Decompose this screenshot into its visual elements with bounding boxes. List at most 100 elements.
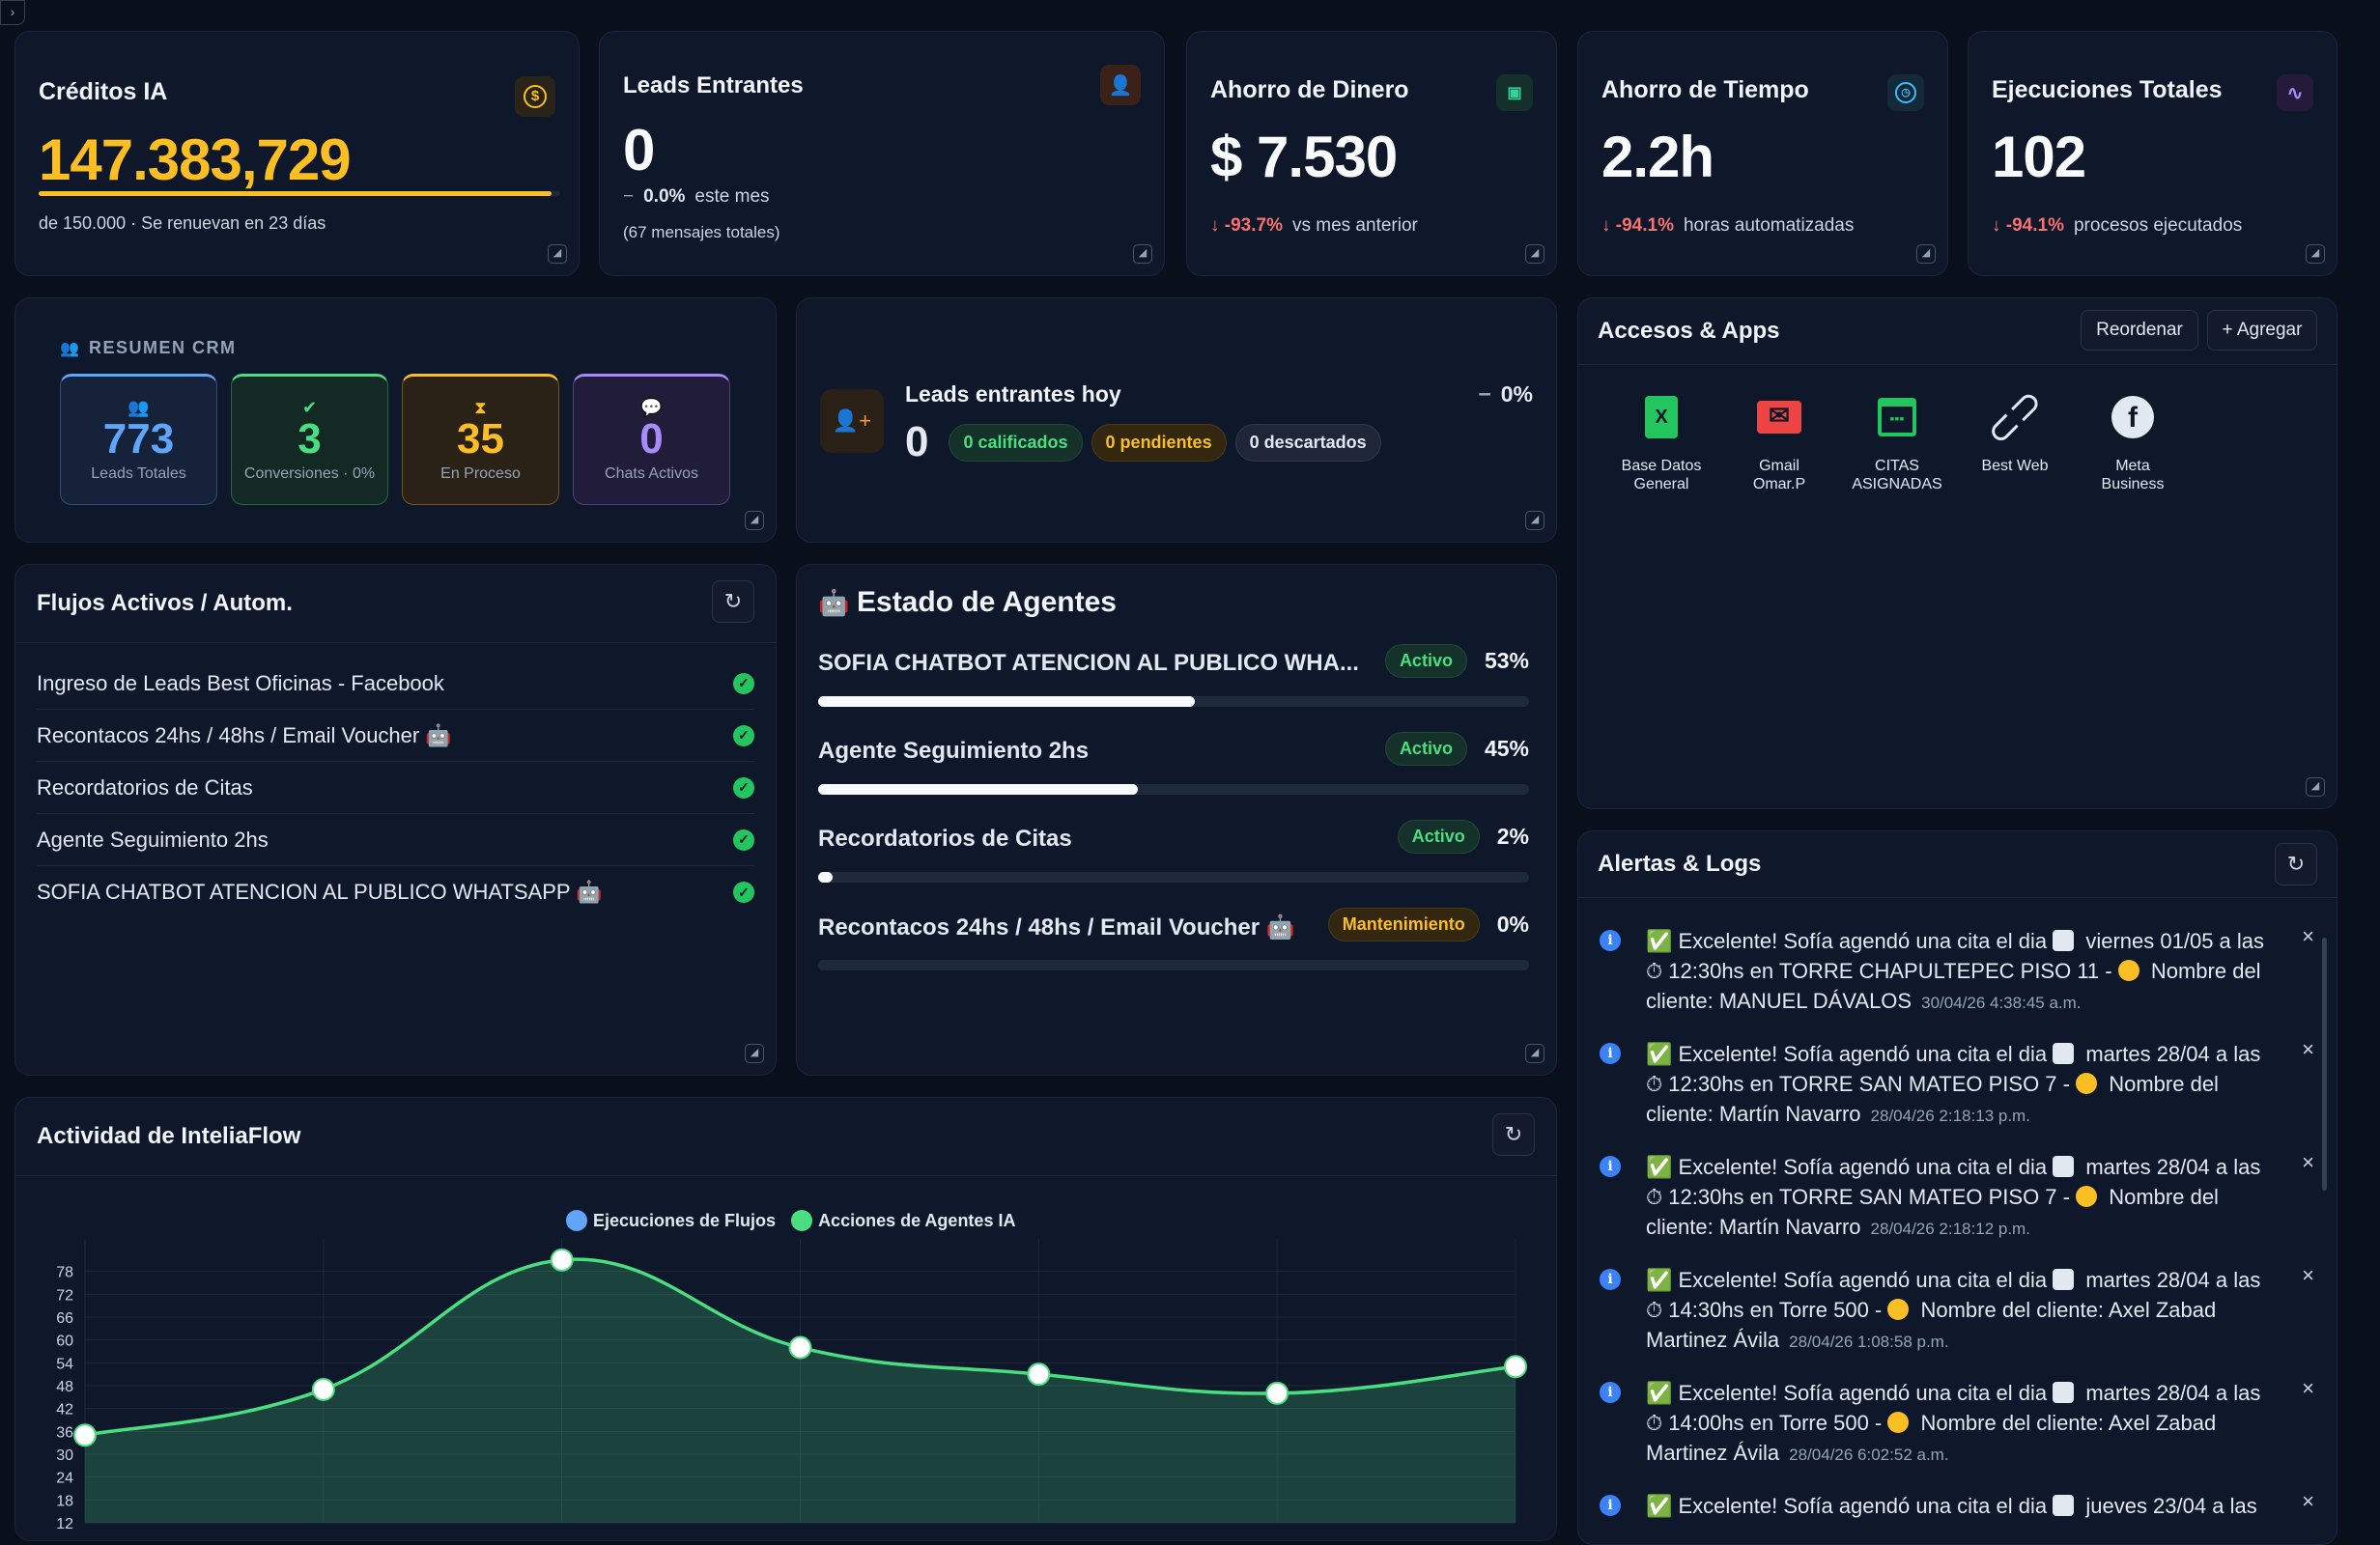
flow-item[interactable]: Ingreso de Leads Best Oficinas - Faceboo… xyxy=(37,658,754,710)
crm-value: 0 xyxy=(639,415,664,463)
activity-card: Actividad de InteliaFlow ↻ Ejecuciones d… xyxy=(14,1097,1557,1541)
clock-icon: ◷ xyxy=(1887,74,1924,111)
timestamp: 30/04/26 4:38:45 a.m. xyxy=(1921,994,2082,1012)
status-badge: Activo xyxy=(1384,732,1467,766)
resize-handle[interactable]: ◢ xyxy=(548,244,567,264)
ejecuciones-change: ↓ -94.1% procesos ejecutados xyxy=(1992,215,2243,236)
leads-today-value: 0 xyxy=(905,418,929,465)
calendar-icon xyxy=(2053,1495,2075,1516)
resize-handle[interactable]: ◢ xyxy=(745,1044,764,1063)
app-tile[interactable]: X Base Datos General xyxy=(1603,391,1719,493)
flow-name: SOFIA CHATBOT ATENCION AL PUBLICO WHATSA… xyxy=(37,880,603,904)
app-tile[interactable]: f Meta Business xyxy=(2075,391,2191,493)
y-tick-label: 12 xyxy=(56,1516,73,1532)
reorder-button[interactable]: Reordenar xyxy=(2081,310,2198,351)
y-tick-label: 18 xyxy=(56,1493,73,1509)
scrollbar[interactable] xyxy=(2322,938,2327,1191)
close-icon[interactable]: × xyxy=(2302,924,2314,948)
y-tick-label: 24 xyxy=(56,1471,73,1487)
app-tile[interactable]: ⊂⊃ Best Web xyxy=(1957,379,2073,475)
close-icon[interactable]: × xyxy=(2302,1376,2314,1400)
crm-en-proceso[interactable]: ⧗ 35 En Proceso xyxy=(402,374,559,505)
app-tile[interactable]: ▪▪▪ CITAS ASIGNADAS xyxy=(1839,391,1955,493)
series-line xyxy=(84,1257,1516,1437)
timestamp: 28/04/26 1:08:58 p.m. xyxy=(1789,1333,1949,1351)
flows-card: Flujos Activos / Autom. ↻ Ingreso de Lea… xyxy=(14,564,777,1076)
check-icon: ✔ xyxy=(301,398,318,417)
ejecuciones-value: 102 xyxy=(1992,125,2086,189)
flow-item[interactable]: SOFIA CHATBOT ATENCION AL PUBLICO WHATSA… xyxy=(37,866,754,918)
refresh-button[interactable]: ↻ xyxy=(2275,843,2317,885)
smile-icon xyxy=(1887,1412,1910,1433)
crm-value: 3 xyxy=(298,415,322,463)
alert-text: ✅ Excelente! Sofía agendó una cita el di… xyxy=(1646,929,2265,1013)
stat-card-tiempo: Ahorro de Tiempo ◷ 2.2h ↓ -94.1% horas au… xyxy=(1577,31,1948,276)
resize-handle[interactable]: ◢ xyxy=(745,511,764,530)
close-icon[interactable]: × xyxy=(2302,1037,2314,1061)
pill-calificados: 0 calificados xyxy=(949,423,1083,462)
info-icon: i xyxy=(1600,1156,1621,1177)
crm-label: RESUMEN CRM xyxy=(89,338,237,357)
mail-icon: ✉ xyxy=(1721,391,1837,443)
resize-handle[interactable]: ◢ xyxy=(1525,244,1544,264)
calendar-icon xyxy=(2053,1156,2075,1177)
alerts-card: Alertas & Logs ↻ i ✅ Excelente! Sofía age… xyxy=(1577,830,2338,1545)
resize-handle[interactable]: ◢ xyxy=(1525,511,1544,530)
alert-text: ✅ Excelente! Sofía agendó una cita el di… xyxy=(1646,1268,2261,1352)
close-icon[interactable]: × xyxy=(2302,1150,2314,1174)
y-tick-label: 78 xyxy=(56,1265,73,1281)
y-tick-label: 48 xyxy=(56,1379,73,1395)
series-area xyxy=(85,1259,1516,1523)
close-icon[interactable]: × xyxy=(2302,1263,2314,1287)
legend-swatch xyxy=(791,1210,813,1231)
users-icon: 👥 xyxy=(128,398,150,417)
crm-chats-activos[interactable]: 💬 0 Chats Activos xyxy=(573,374,730,505)
resize-handle[interactable]: ◢ xyxy=(1916,244,1936,264)
agent-progress xyxy=(818,960,1529,970)
link-icon: ⊂⊃ xyxy=(1976,379,2054,456)
sidebar-toggle[interactable]: › xyxy=(0,0,25,25)
facebook-icon: f xyxy=(2075,391,2191,443)
resize-handle[interactable]: ◢ xyxy=(1133,244,1152,264)
dinero-change: ↓ -93.7% vs mes anterior xyxy=(1210,215,1418,236)
refresh-button[interactable]: ↻ xyxy=(712,580,754,623)
calendar-icon xyxy=(2053,1269,2075,1290)
resize-handle[interactable]: ◢ xyxy=(2306,777,2325,797)
legend-label[interactable]: Acciones de Agentes IA xyxy=(818,1210,1016,1230)
smile-icon xyxy=(1887,1299,1910,1320)
status-badge: Activo xyxy=(1397,820,1480,854)
spreadsheet-icon: X xyxy=(1603,391,1719,443)
activity-chart: 12 18 24 30 36 42 48 54 60 66 72 78 xyxy=(56,1239,1527,1532)
info-icon: i xyxy=(1600,1495,1621,1516)
data-point xyxy=(73,1423,97,1447)
legend-label[interactable]: Ejecuciones de Flujos xyxy=(593,1210,777,1230)
chart-legend: Ejecuciones de Flujos Acciones de Agente… xyxy=(566,1210,1015,1231)
flow-item[interactable]: Recontacos 24hs / 48hs / Email Voucher 🤖… xyxy=(37,710,754,762)
app-tile[interactable]: ✉ Gmail Omar.P xyxy=(1721,391,1837,493)
flow-item[interactable]: Agente Seguimiento 2hs ✓ xyxy=(37,814,754,866)
activity-icon: ∿ xyxy=(2277,74,2313,111)
agent-progress xyxy=(818,696,1529,707)
refresh-button[interactable]: ↻ xyxy=(1492,1113,1535,1156)
crm-leads-totales[interactable]: 👥 773 Leads Totales xyxy=(60,374,217,505)
data-point xyxy=(550,1248,574,1272)
close-icon[interactable]: × xyxy=(2302,1489,2314,1513)
smile-icon xyxy=(2076,1186,2098,1207)
crm-conversiones[interactable]: ✔ 3 Conversiones · 0% xyxy=(231,374,388,505)
resize-handle[interactable]: ◢ xyxy=(1525,1044,1544,1063)
agents-card: 🤖 Estado de Agentes SOFIA CHATBOT ATENCI… xyxy=(796,564,1557,1076)
app-label: Base Datos General xyxy=(1621,458,1702,492)
add-app-button[interactable]: + Agregar xyxy=(2207,310,2317,351)
credits-progress xyxy=(39,191,560,196)
crm-value: 35 xyxy=(457,415,504,463)
alert-text: ✅ Excelente! Sofía agendó una cita el di… xyxy=(1646,1381,2261,1465)
tiempo-change: ↓ -94.1% horas automatizadas xyxy=(1601,215,1855,236)
flow-item[interactable]: Recordatorios de Citas ✓ xyxy=(37,762,754,814)
alerts-title: Alertas & Logs xyxy=(1598,851,1762,877)
leads-today-change: −0% xyxy=(1478,381,1533,407)
stat-card-ejecuciones: Ejecuciones Totales ∿ 102 ↓ -94.1% proces… xyxy=(1968,31,2338,276)
chat-icon: 💬 xyxy=(640,398,663,417)
crm-summary-card: 👥 RESUMEN CRM 👥 773 Leads Totales ✔ 3 Convers… xyxy=(14,297,777,543)
resize-handle[interactable]: ◢ xyxy=(2306,244,2325,264)
data-point xyxy=(1027,1362,1051,1387)
